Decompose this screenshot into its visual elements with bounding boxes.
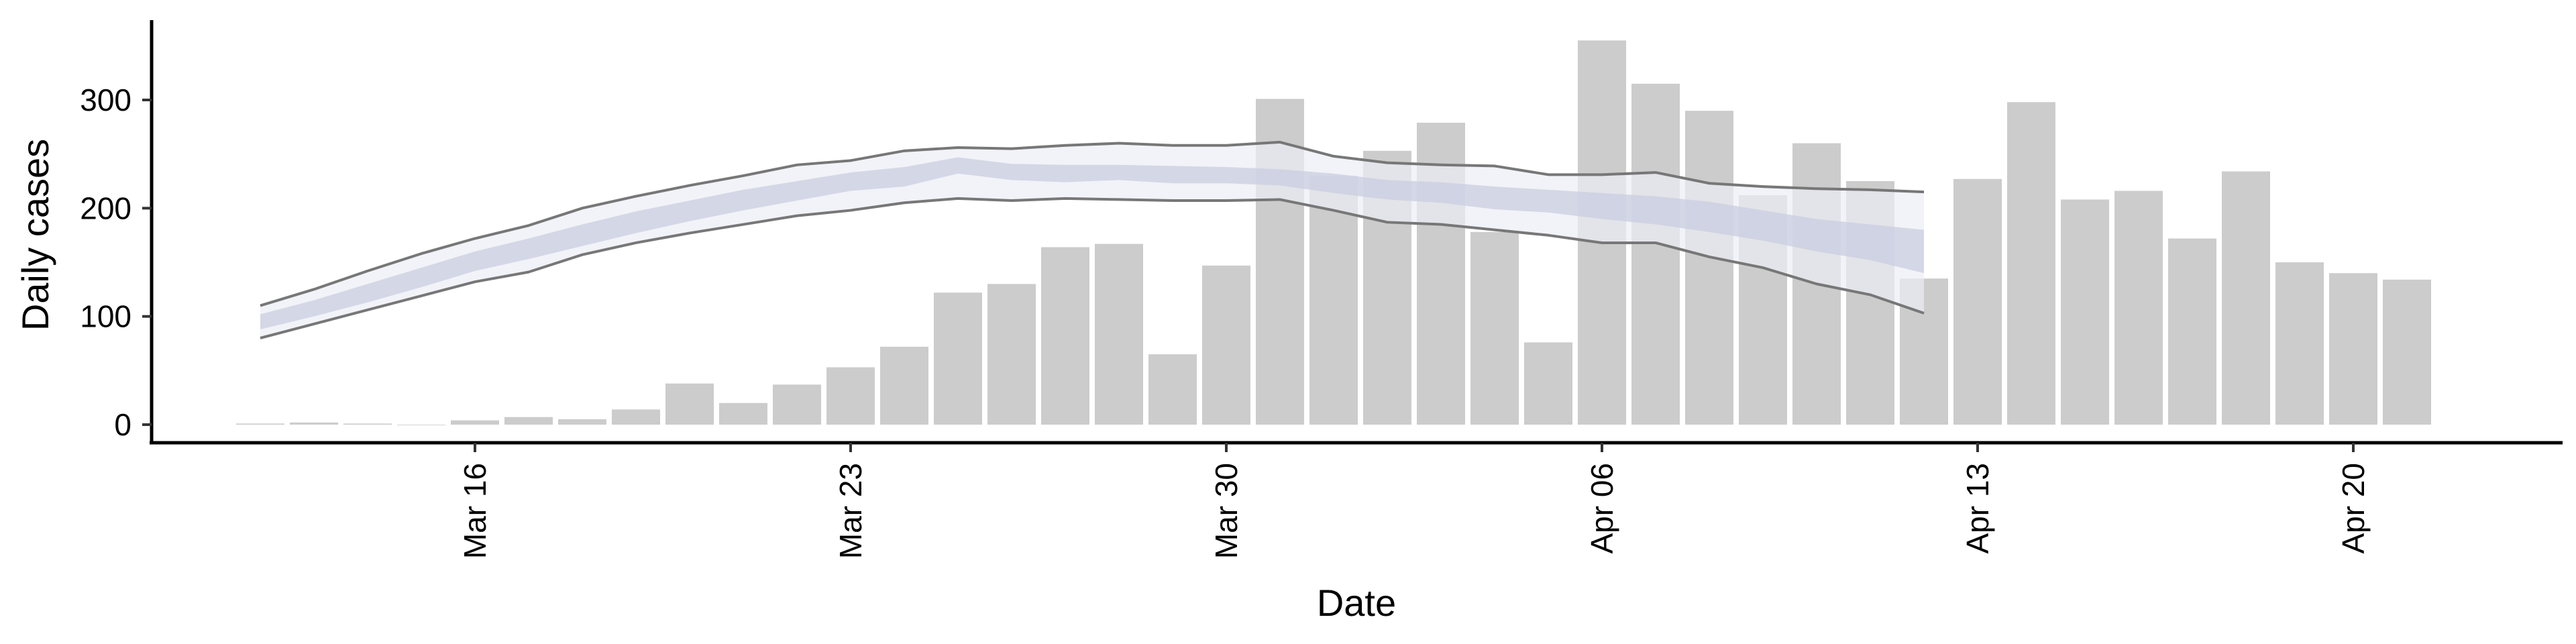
y-tick-label-300: 300 [80, 83, 131, 117]
bars-layer [236, 40, 2431, 425]
y-tick-label-100: 100 [80, 299, 131, 334]
x-tick-label-2020-03-30: Mar 30 [1209, 463, 1244, 559]
ticks-layer: 0 100 200 300 Mar 16 Mar 23 Mar 30 Apr 06 Apr 13… [80, 83, 2371, 559]
bar-2020-03-28 [1095, 244, 1143, 425]
bar-2020-04-15 [2061, 199, 2109, 425]
bar-2020-03-26 [987, 284, 1036, 425]
x-tick-label-2020-04-13: Apr 13 [1960, 463, 1995, 554]
bar-2020-03-25 [934, 292, 982, 425]
bar-2020-03-22 [773, 384, 821, 425]
bar-2020-04-17 [2168, 238, 2216, 425]
axes-layer [150, 20, 2563, 445]
forecast-inner-band [260, 157, 1924, 330]
x-tick-label-2020-03-16: Mar 16 [458, 463, 492, 559]
bar-2020-04-20 [2329, 273, 2377, 425]
bar-2020-03-17 [504, 417, 553, 425]
bar-2020-03-13 [290, 422, 338, 425]
bar-2020-03-24 [880, 346, 928, 425]
bar-2020-04-21 [2383, 279, 2431, 425]
bar-2020-03-19 [612, 409, 660, 425]
bar-2020-03-29 [1148, 354, 1197, 425]
forecast-lower-line [260, 197, 1925, 339]
forecast-upper-line [260, 140, 1925, 307]
bar-2020-04-18 [2222, 171, 2270, 425]
x-axis-title: Date [1317, 582, 1396, 624]
bar-2020-03-23 [826, 367, 875, 425]
y-axis-title: Daily cases [14, 139, 56, 331]
forecast-layer [260, 140, 1925, 339]
bar-2020-03-14 [343, 423, 392, 425]
bar-2020-04-13 [1953, 178, 2002, 425]
bar-2020-04-14 [2007, 102, 2055, 425]
x-tick-label-2020-03-23: Mar 23 [833, 463, 868, 559]
bar-2020-03-30 [1202, 265, 1250, 425]
bar-2020-03-16 [451, 420, 499, 425]
bar-2020-04-05 [1524, 342, 1572, 425]
bar-2020-04-04 [1470, 231, 1519, 425]
bar-2020-03-21 [719, 402, 767, 425]
bar-2020-03-12 [236, 423, 284, 425]
bar-2020-03-18 [558, 419, 606, 425]
y-tick-label-0: 0 [114, 407, 131, 442]
y-tick-label-200: 200 [80, 191, 131, 225]
bar-2020-04-19 [2275, 262, 2324, 425]
x-tick-label-2020-04-20: Apr 20 [2336, 463, 2371, 554]
bar-2020-04-08 [1685, 111, 1733, 425]
bar-2020-03-20 [665, 383, 714, 425]
bar-2020-04-07 [1631, 83, 1680, 425]
bar-2020-04-01 [1309, 175, 1358, 425]
x-tick-label-2020-04-06: Apr 06 [1585, 463, 1619, 554]
bar-2020-04-16 [2114, 191, 2163, 425]
bar-2020-03-27 [1041, 247, 1089, 425]
